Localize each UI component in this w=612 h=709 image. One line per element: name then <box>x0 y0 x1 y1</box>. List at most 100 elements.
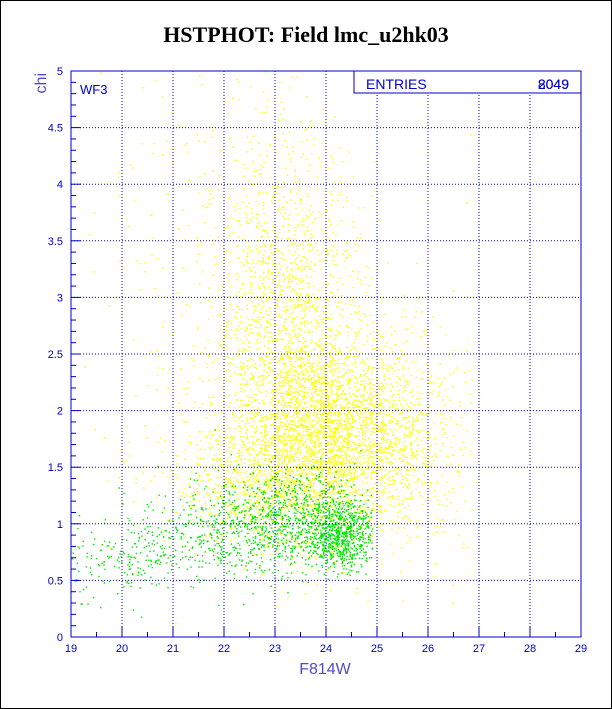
data-point <box>303 419 306 422</box>
data-point <box>365 292 368 294</box>
data-point <box>290 466 293 468</box>
data-point <box>258 420 260 422</box>
data-point <box>269 176 272 179</box>
data-point <box>315 414 317 416</box>
data-point <box>349 433 351 435</box>
data-point <box>213 429 216 432</box>
data-point <box>267 262 270 265</box>
data-point <box>383 438 385 440</box>
data-point <box>300 402 302 404</box>
data-point <box>260 318 262 320</box>
data-point <box>372 462 375 464</box>
data-point <box>343 373 346 375</box>
data-point <box>221 195 223 197</box>
data-point <box>397 511 399 513</box>
data-point <box>348 401 350 404</box>
data-point <box>398 378 401 380</box>
data-point <box>297 419 300 422</box>
data-point <box>286 351 288 353</box>
data-point <box>308 415 310 417</box>
data-point <box>222 146 225 148</box>
data-point <box>239 467 241 469</box>
data-point <box>285 208 287 211</box>
data-point <box>377 391 379 393</box>
data-point <box>227 450 229 452</box>
data-point <box>274 414 276 416</box>
data-point <box>321 491 324 493</box>
data-point <box>340 301 342 304</box>
data-point <box>318 289 320 291</box>
data-point <box>439 363 441 366</box>
data-point <box>254 459 256 461</box>
data-point <box>307 249 310 252</box>
data-point <box>293 304 295 306</box>
data-point <box>289 390 291 393</box>
data-point <box>424 481 426 484</box>
data-point <box>264 449 266 452</box>
data-point <box>287 531 290 533</box>
data-point <box>377 367 380 370</box>
data-point <box>333 554 335 557</box>
data-point <box>255 200 257 203</box>
data-point <box>229 452 231 455</box>
data-point <box>356 462 358 464</box>
data-point <box>354 332 356 334</box>
data-point <box>307 434 309 436</box>
data-point <box>383 375 386 378</box>
data-point <box>307 359 309 361</box>
data-point <box>245 448 248 450</box>
data-point <box>272 280 274 282</box>
data-point <box>215 457 218 459</box>
data-point <box>320 348 322 350</box>
data-point <box>390 334 393 336</box>
data-point <box>285 406 287 408</box>
data-point <box>313 144 315 146</box>
data-point <box>256 473 258 476</box>
data-point <box>289 507 292 509</box>
data-point <box>208 480 210 482</box>
data-point <box>302 309 305 311</box>
data-point <box>276 416 278 418</box>
data-point <box>355 411 358 413</box>
data-point <box>457 470 459 472</box>
data-point <box>301 270 304 272</box>
data-point <box>295 305 297 308</box>
data-point <box>429 444 432 446</box>
data-point <box>324 120 326 122</box>
data-point <box>249 483 251 486</box>
data-point <box>347 499 349 501</box>
data-point <box>238 452 241 454</box>
data-point <box>363 389 365 392</box>
data-point <box>242 378 244 380</box>
data-point <box>332 380 334 383</box>
data-point <box>332 435 334 437</box>
data-point <box>341 436 343 438</box>
data-point <box>417 420 419 422</box>
data-point <box>284 429 286 431</box>
data-point <box>298 473 300 475</box>
data-point <box>329 435 331 437</box>
data-point <box>261 192 264 194</box>
data-point <box>252 480 255 483</box>
data-point <box>288 457 291 459</box>
data-point <box>292 351 294 353</box>
data-point <box>377 428 379 431</box>
data-point <box>232 357 234 360</box>
data-point <box>182 469 184 471</box>
data-point <box>303 300 305 302</box>
data-point <box>331 204 333 206</box>
data-point <box>301 497 304 499</box>
data-point <box>392 479 394 481</box>
data-point <box>390 453 393 455</box>
data-point <box>265 446 267 448</box>
data-point <box>390 326 392 328</box>
data-point <box>317 434 319 436</box>
data-point <box>408 409 410 411</box>
data-point <box>268 314 270 317</box>
data-point <box>292 329 294 332</box>
data-point <box>347 407 350 409</box>
data-point <box>300 476 302 478</box>
data-point <box>327 300 329 302</box>
data-point <box>293 336 295 338</box>
data-point <box>312 458 314 461</box>
